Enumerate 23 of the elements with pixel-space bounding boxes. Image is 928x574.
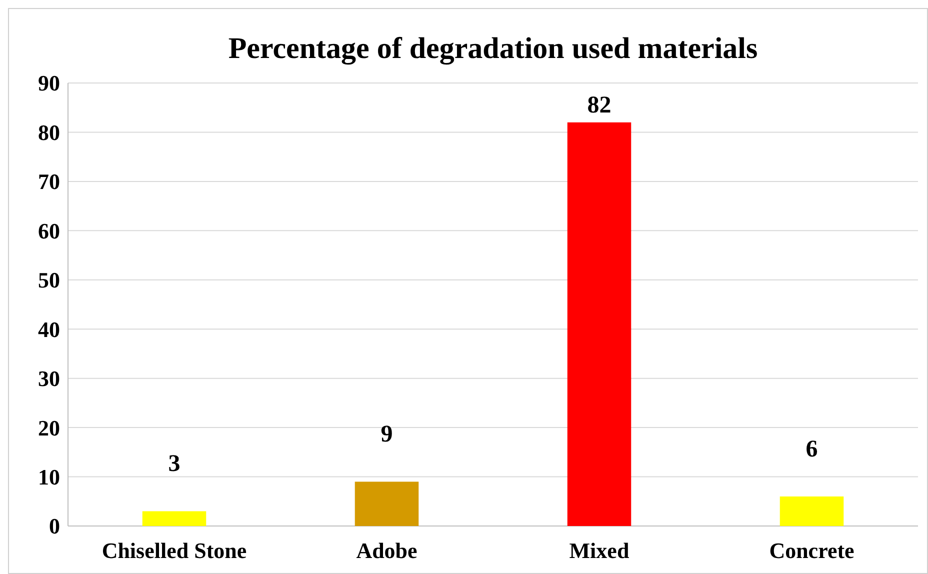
x-tick-label: Mixed bbox=[569, 538, 630, 563]
y-tick-label: 50 bbox=[38, 268, 60, 293]
y-tick-label: 0 bbox=[49, 514, 60, 539]
bar bbox=[142, 511, 206, 526]
y-tick-label: 90 bbox=[38, 70, 60, 96]
y-tick-label: 80 bbox=[38, 120, 60, 145]
data-label: 3 bbox=[168, 451, 180, 478]
y-tick-label: 70 bbox=[38, 169, 60, 194]
chart-title: Percentage of degradation used materials bbox=[228, 32, 758, 65]
y-tick-label: 20 bbox=[38, 415, 60, 440]
y-tick-label: 10 bbox=[38, 464, 60, 490]
y-tick-label: 30 bbox=[38, 366, 60, 392]
y-tick-label: 60 bbox=[38, 218, 60, 244]
x-tick-label: Chiselled Stone bbox=[102, 538, 247, 563]
y-tick-label: 40 bbox=[38, 316, 60, 342]
bar bbox=[780, 496, 844, 526]
data-label: 6 bbox=[806, 436, 818, 462]
x-tick-label: Adobe bbox=[356, 538, 418, 563]
data-label: 82 bbox=[587, 92, 612, 118]
bar bbox=[354, 482, 419, 526]
x-tick-label: Concrete bbox=[769, 538, 855, 563]
bar bbox=[567, 122, 632, 526]
data-label: 9 bbox=[380, 422, 393, 448]
